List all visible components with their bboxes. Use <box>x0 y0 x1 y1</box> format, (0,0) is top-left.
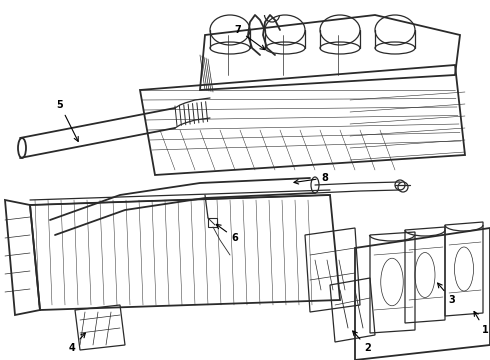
Text: 6: 6 <box>216 224 238 243</box>
Text: 4: 4 <box>69 333 85 353</box>
Text: 5: 5 <box>57 100 78 141</box>
Text: 1: 1 <box>474 311 489 335</box>
Text: 8: 8 <box>294 173 328 184</box>
Text: 3: 3 <box>438 283 455 305</box>
Text: 2: 2 <box>353 331 371 353</box>
Bar <box>208 218 217 227</box>
Text: 7: 7 <box>235 25 265 50</box>
